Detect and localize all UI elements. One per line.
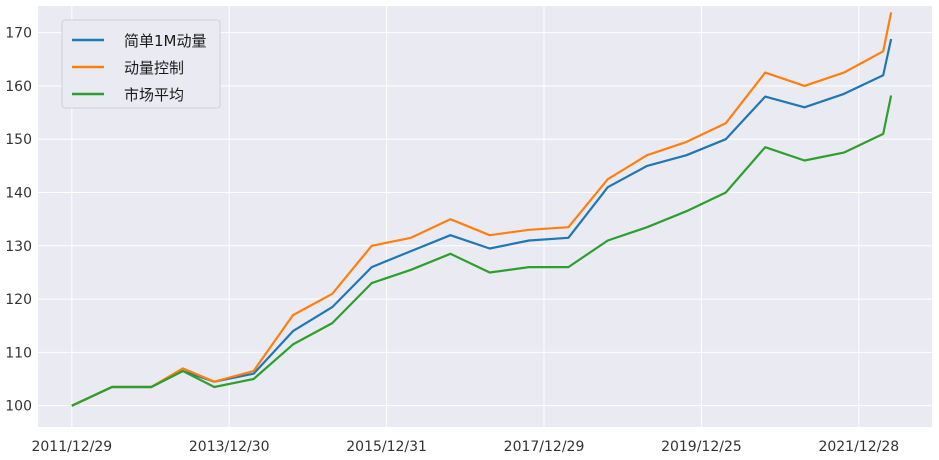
y-tick-label: 170 [5, 26, 32, 42]
x-tick-label: 2021/12/28 [818, 439, 899, 455]
y-tick-label: 130 [5, 239, 32, 255]
y-tick-label: 100 [5, 399, 32, 415]
series-line-3 [71, 95, 893, 407]
x-axis-ticks: 2011/12/29 2013/12/30 2015/12/31 2017/12/29… [31, 439, 899, 455]
y-axis-ticks: 100 110 120 130 140 150 160 170 [5, 26, 32, 415]
legend-label: 动量控制 [124, 59, 184, 77]
x-tick-label: 2013/12/30 [189, 439, 270, 455]
y-tick-label: 140 [5, 186, 32, 202]
y-tick-label: 160 [5, 79, 32, 95]
legend-box [61, 19, 221, 109]
x-tick-label: 2011/12/29 [31, 439, 112, 455]
legend-label: 市场平均 [124, 86, 184, 104]
x-tick-label: 2017/12/29 [504, 439, 585, 455]
y-tick-label: 120 [5, 292, 32, 308]
legend-label: 简单1M动量 [124, 32, 207, 50]
y-tick-label: 150 [5, 132, 32, 148]
series-line-2 [71, 12, 893, 407]
x-tick-label: 2019/12/25 [661, 439, 742, 455]
x-tick-label: 2015/12/31 [346, 439, 427, 455]
series-lines [71, 12, 893, 407]
y-tick-label: 110 [5, 345, 32, 361]
